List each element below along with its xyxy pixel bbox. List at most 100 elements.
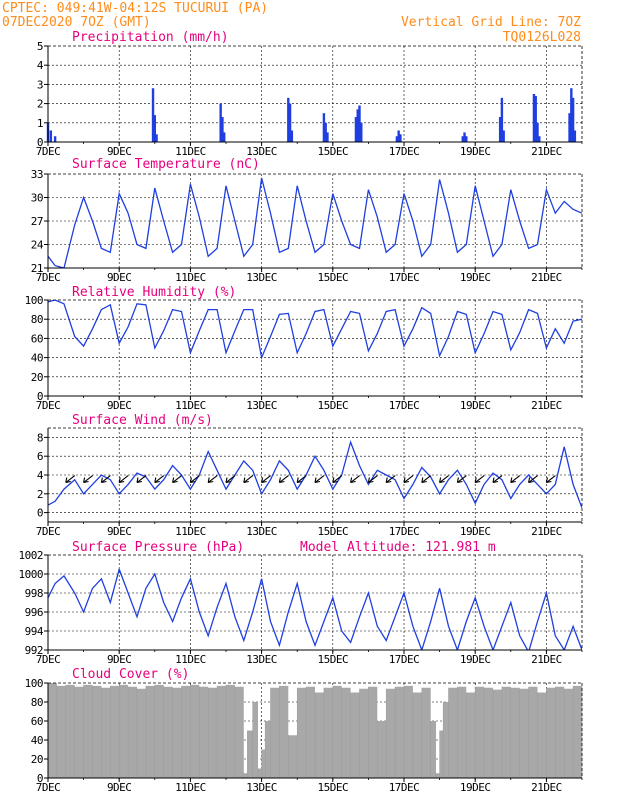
wind-arrow [511,476,520,483]
x-tick-label: 15DEC [317,145,348,158]
y-tick-label: 80 [31,696,43,709]
x-tick-label: 9DEC [107,399,132,412]
x-tick-label: 15DEC [317,781,348,794]
x-tick-label: 13DEC [246,271,277,284]
wind-arrow [84,476,93,483]
x-tick-label: 17DEC [389,399,420,412]
bar [50,130,52,142]
bar [326,132,328,142]
panel-title: Cloud Cover (%) [72,667,189,682]
y-tick-label: 80 [31,313,43,326]
x-tick-label: 7DEC [36,525,61,538]
x-tick-label: 13DEC [246,525,277,538]
y-tick-label: 100 [25,294,43,307]
model-altitude: Model Altitude: 121.981 m [300,540,496,555]
x-tick-label: 7DEC [36,653,61,666]
y-tick-label: 33 [31,168,43,181]
wind-arrow [244,476,253,483]
wind-arrow [297,476,306,483]
y-tick-label: 4 [37,59,44,72]
wind-arrow [422,476,431,483]
panel-title: Surface Pressure (hPa) [72,540,244,555]
x-tick-label: 17DEC [389,271,420,284]
x-tick-label: 21DEC [531,271,562,284]
wind-arrow [190,476,199,483]
x-tick-label: 9DEC [107,271,132,284]
x-tick-label: 21DEC [531,781,562,794]
header-date: 07DEC2020 7OZ (GMT) [2,15,151,30]
panel-title: Precipitation (mm/h) [72,30,229,45]
y-tick-label: 6 [37,450,43,463]
series-rh [48,300,582,358]
x-tick-label: 15DEC [317,271,348,284]
x-tick-label: 7DEC [36,781,61,794]
x-tick-label: 17DEC [389,145,420,158]
x-tick-label: 15DEC [317,653,348,666]
y-tick-label: 1000 [19,568,44,581]
series-precip [47,88,576,142]
y-tick-label: 2 [37,98,43,111]
x-tick-label: 21DEC [531,399,562,412]
header-station: CPTEC: 049:41W-04:12S TUCURUI (PA) [2,1,268,16]
x-tick-label: 19DEC [460,525,491,538]
wind-arrow [315,476,324,483]
x-tick-label: 9DEC [107,781,132,794]
wind-arrow [475,476,484,483]
wind-arrow [137,476,146,483]
x-tick-label: 17DEC [389,653,420,666]
x-tick-label: 9DEC [107,653,132,666]
series-line [48,178,582,268]
y-tick-label: 30 [31,192,43,205]
y-tick-label: 20 [31,753,43,766]
y-tick-label: 27 [31,215,43,228]
bar [574,130,576,142]
y-tick-label: 3 [37,78,43,91]
panel-title: Relative Humidity (%) [72,285,236,300]
wind-arrow [279,476,288,483]
grid [48,555,582,650]
bar [538,136,540,142]
wind-arrow [208,476,217,483]
x-tick-label: 15DEC [317,399,348,412]
x-tick-label: 21DEC [531,653,562,666]
wind-arrow [226,476,235,483]
x-tick-label: 9DEC [107,525,132,538]
grid [48,428,582,522]
y-tick-label: 5 [37,40,43,53]
x-tick-label: 7DEC [36,271,61,284]
x-tick-label: 19DEC [460,145,491,158]
bar [502,130,504,142]
y-tick-label: 20 [31,371,43,384]
x-tick-label: 21DEC [531,145,562,158]
y-tick-label: 1 [37,117,43,130]
x-tick-label: 13DEC [246,399,277,412]
panel-title: Surface Temperature (nC) [72,157,260,172]
y-tick-label: 4 [37,469,44,482]
wind-arrows [66,476,556,483]
x-tick-label: 7DEC [36,399,61,412]
x-tick-label: 11DEC [175,525,206,538]
x-tick-label: 11DEC [175,653,206,666]
x-tick-label: 11DEC [175,781,206,794]
wind-arrow [173,476,182,483]
x-tick-label: 17DEC [389,781,420,794]
x-tick-label: 17DEC [389,525,420,538]
bar [223,132,225,142]
wind-arrow [546,476,555,483]
wind-arrow [333,476,342,483]
bar [465,136,467,142]
panel-title: Surface Wind (m/s) [72,413,213,428]
grid [48,174,582,268]
y-tick-label: 996 [25,606,43,619]
